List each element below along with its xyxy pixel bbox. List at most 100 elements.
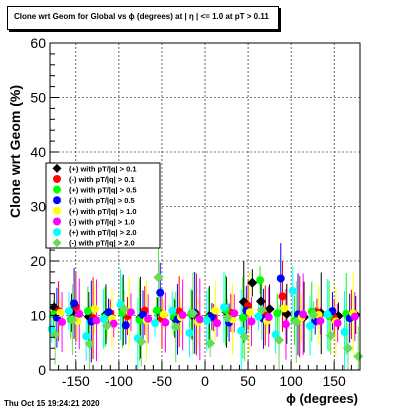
data-point xyxy=(159,310,168,319)
chart-title: Clone wrt Geom for Global vs ϕ (degrees)… xyxy=(14,12,269,21)
data-point xyxy=(109,319,118,328)
x-tick-label: 0 xyxy=(201,373,209,389)
x-tick-label: 150 xyxy=(322,373,346,389)
data-point xyxy=(168,306,177,315)
x-tick-label: 50 xyxy=(240,373,256,389)
x-tick-label: -100 xyxy=(105,373,133,389)
data-point xyxy=(84,338,95,349)
data-point xyxy=(353,351,364,362)
data-point xyxy=(90,304,99,313)
data-point xyxy=(75,309,84,318)
data-point xyxy=(92,316,101,325)
data-point xyxy=(104,308,113,317)
x-tick-label: -50 xyxy=(152,373,172,389)
data-point xyxy=(195,315,204,324)
legend-label: (+) with pT/|q| > 0.1 xyxy=(69,164,137,173)
data-point xyxy=(273,309,282,318)
data-point xyxy=(247,277,258,288)
data-point xyxy=(306,321,315,330)
data-point xyxy=(276,274,285,283)
legend-marker xyxy=(53,228,61,237)
data-point xyxy=(101,320,112,331)
x-tick-label: 100 xyxy=(279,373,303,389)
data-point xyxy=(299,310,308,319)
data-point xyxy=(151,319,160,328)
data-point xyxy=(82,332,91,341)
axes: 0 10 20 30 40 50 60 -150 -100 -50 0 50 100 150 xyxy=(30,35,352,389)
data-point xyxy=(230,309,239,318)
data-point xyxy=(264,313,273,322)
y-tick-label: 40 xyxy=(30,144,46,160)
data-point xyxy=(156,288,165,297)
data-point xyxy=(245,308,254,317)
data-point xyxy=(254,312,263,321)
legend-marker xyxy=(53,206,61,215)
legend-label: (-) with pT/|q| > 0.1 xyxy=(69,175,135,184)
y-tick-label: 60 xyxy=(30,35,46,51)
legend-label: (+) with pT/|q| > 1.0 xyxy=(69,207,137,216)
data-point xyxy=(323,310,332,319)
data-point xyxy=(288,286,297,295)
data-point xyxy=(281,320,290,329)
legend-label: (+) with pT/|q| > 0.5 xyxy=(69,186,137,195)
data-point xyxy=(219,303,228,312)
data-point xyxy=(83,307,92,316)
data-point xyxy=(170,321,181,332)
data-point xyxy=(205,338,216,349)
data-points xyxy=(47,272,364,362)
data-point xyxy=(222,312,233,323)
data-point xyxy=(256,276,265,285)
data-point xyxy=(121,321,130,330)
data-point xyxy=(64,307,73,316)
data-point xyxy=(278,292,287,301)
data-point xyxy=(340,327,349,336)
data-point xyxy=(67,314,78,325)
data-point xyxy=(153,272,164,283)
data-point xyxy=(325,330,336,341)
data-point xyxy=(213,319,222,328)
data-point xyxy=(350,312,359,321)
legend-marker xyxy=(52,238,62,248)
datestamp: Thu Oct 15 19:24:21 2020 xyxy=(4,399,100,408)
data-point xyxy=(247,317,256,326)
data-point xyxy=(161,318,170,327)
data-point xyxy=(274,335,285,346)
data-point xyxy=(211,306,220,315)
data-point xyxy=(152,306,161,315)
data-point xyxy=(308,309,319,320)
data-point xyxy=(333,319,342,328)
x-tick-label: -150 xyxy=(62,373,90,389)
data-point xyxy=(280,304,289,313)
data-point xyxy=(255,296,266,307)
chart-title-box: Clone wrt Geom for Global vs ϕ (degrees)… xyxy=(7,6,279,30)
data-point xyxy=(56,308,65,317)
data-point xyxy=(314,310,323,319)
legend-marker xyxy=(52,163,62,173)
data-point xyxy=(237,326,246,335)
legend-marker xyxy=(53,196,61,205)
y-tick-label: 10 xyxy=(30,308,46,324)
data-point xyxy=(238,313,247,322)
data-point xyxy=(126,308,135,317)
data-point xyxy=(239,331,250,342)
y-axis-label: Clone wrt Geom (%) xyxy=(7,85,23,218)
data-point xyxy=(342,343,353,354)
legend-label: (-) with pT/|q| > 0.5 xyxy=(69,196,135,205)
y-tick-label: 50 xyxy=(30,90,46,106)
data-point xyxy=(119,303,130,314)
data-point xyxy=(264,303,275,314)
legend-marker xyxy=(53,217,61,226)
legend: (+) with pT/|q| > 0.1 (-) with pT/|q| > 0… xyxy=(45,162,161,249)
legend-label: (-) with pT/|q| > 2.0 xyxy=(69,239,135,248)
data-point xyxy=(316,316,325,325)
legend-marker xyxy=(53,174,61,183)
data-point xyxy=(256,305,267,316)
data-point xyxy=(58,318,67,327)
data-point xyxy=(187,308,198,319)
y-tick-label: 20 xyxy=(30,253,46,269)
data-point xyxy=(136,336,147,347)
legend-box xyxy=(45,162,161,249)
legend-label: (+) with pT/|q| > 2.0 xyxy=(69,228,137,237)
data-point xyxy=(185,328,194,337)
